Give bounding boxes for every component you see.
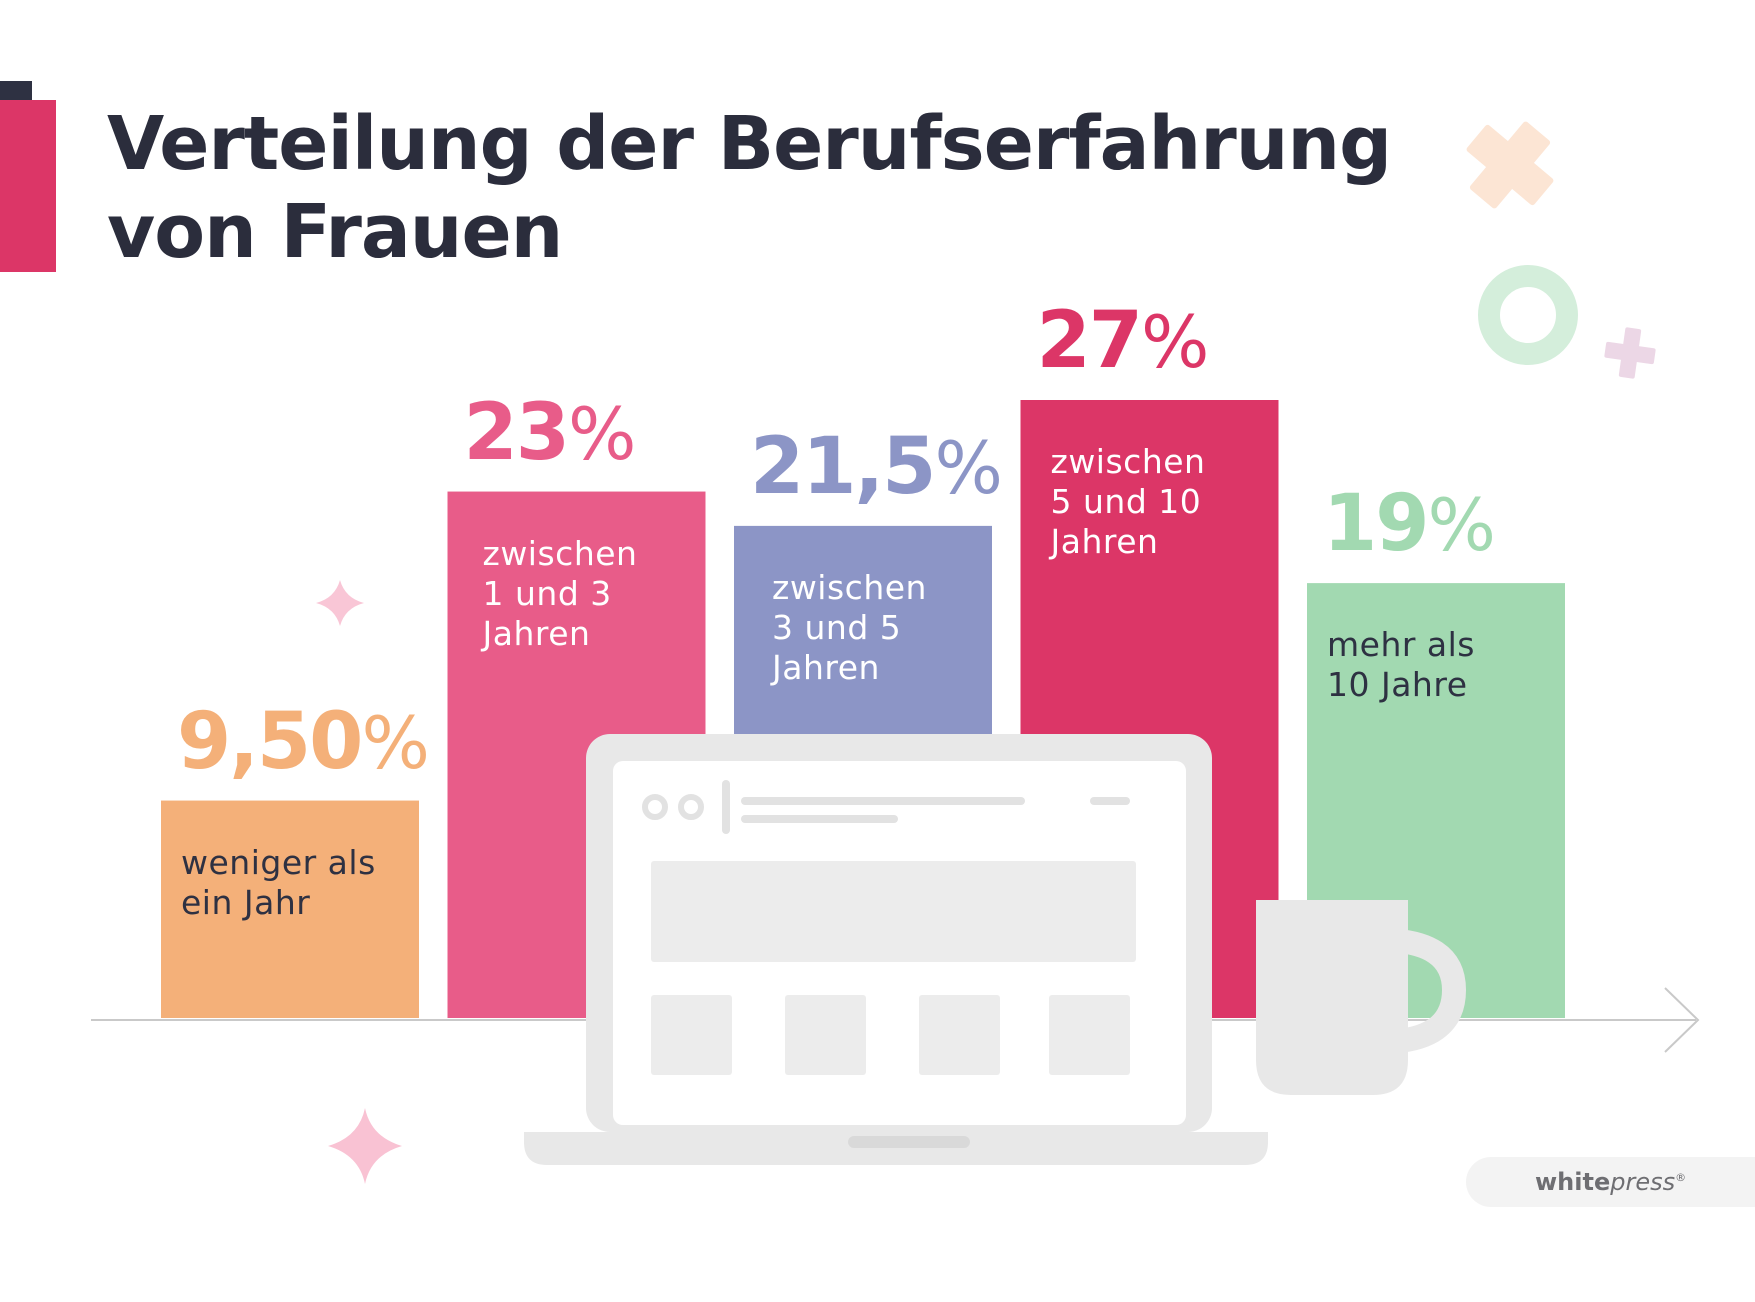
decor-sparkle-large-icon bbox=[328, 1108, 402, 1184]
logo-pill bbox=[1466, 1157, 1755, 1207]
screen-tile bbox=[651, 995, 732, 1075]
mug-illustration bbox=[1256, 900, 1467, 1095]
bar-category-label-5: mehr als 10 Jahre bbox=[1327, 625, 1476, 705]
bar-category-label-1: weniger als ein Jahr bbox=[181, 842, 376, 922]
chart-title: Verteilung der Berufserfahrung von Fraue… bbox=[107, 100, 1407, 276]
bar-value-unit: % bbox=[1427, 483, 1496, 568]
bar-category-label-3: zwischen 3 und 5 Jahren bbox=[772, 567, 927, 687]
whitepress-logo: whitepress® bbox=[1535, 1168, 1686, 1196]
bar-value-unit: % bbox=[934, 425, 1003, 510]
laptop-illustration bbox=[524, 734, 1268, 1165]
bar-value-unit: % bbox=[1141, 300, 1210, 384]
bar-value-label-2: 23% bbox=[464, 394, 637, 472]
browser-menu-line bbox=[1090, 797, 1130, 805]
bar-value-label-5: 19% bbox=[1323, 485, 1496, 563]
accent-bar-navy bbox=[0, 81, 32, 103]
bar-category-label-4: zwischen 5 und 10 Jahren bbox=[1050, 442, 1206, 561]
accent-bar-red bbox=[0, 100, 56, 272]
screen-tile bbox=[1049, 995, 1130, 1075]
chart-title-line-2: von Frauen bbox=[107, 189, 563, 275]
bar-value-label-1: 9,50% bbox=[177, 703, 430, 781]
decor-ring-icon bbox=[1478, 265, 1578, 365]
bar-category-label-2: zwischen 1 und 3 Jahren bbox=[482, 533, 638, 653]
screen-hero-block bbox=[651, 861, 1136, 962]
browser-address-line bbox=[741, 797, 1025, 805]
bar-value-number: 27 bbox=[1036, 296, 1144, 386]
decor-plus-icon bbox=[1604, 327, 1656, 379]
bar-value-number: 23 bbox=[463, 387, 571, 478]
laptop-base bbox=[524, 1132, 1268, 1165]
mug-body bbox=[1256, 900, 1408, 1095]
browser-address-line bbox=[741, 815, 898, 823]
bar-value-unit: % bbox=[568, 391, 637, 476]
laptop-trackpad-notch bbox=[848, 1136, 970, 1148]
logo-italic: press bbox=[1610, 1168, 1676, 1196]
bar-value-label-4: 27% bbox=[1037, 302, 1210, 380]
x-axis-arrow-icon bbox=[1664, 987, 1700, 1053]
screen-tile bbox=[785, 995, 866, 1075]
mug-handle bbox=[1379, 928, 1467, 1054]
logo-bold: white bbox=[1535, 1168, 1611, 1196]
bar-value-number: 21,5 bbox=[750, 421, 936, 512]
browser-dot-icon bbox=[642, 794, 668, 820]
screen-tile bbox=[919, 995, 1000, 1075]
logo-registered-mark: ® bbox=[1675, 1171, 1687, 1184]
decor-sparkle-icon bbox=[316, 580, 364, 626]
bar-value-unit: % bbox=[361, 700, 430, 785]
chart-title-line-1: Verteilung der Berufserfahrung bbox=[107, 101, 1392, 187]
bar-value-number: 9,50 bbox=[177, 696, 363, 787]
browser-dot-icon bbox=[678, 794, 704, 820]
decor-cross-icon bbox=[1466, 121, 1554, 209]
bar-value-label-3: 21,5% bbox=[750, 428, 1003, 506]
bar-value-number: 19 bbox=[1323, 479, 1430, 570]
browser-divider bbox=[722, 780, 730, 834]
bar-1 bbox=[161, 800, 419, 1018]
